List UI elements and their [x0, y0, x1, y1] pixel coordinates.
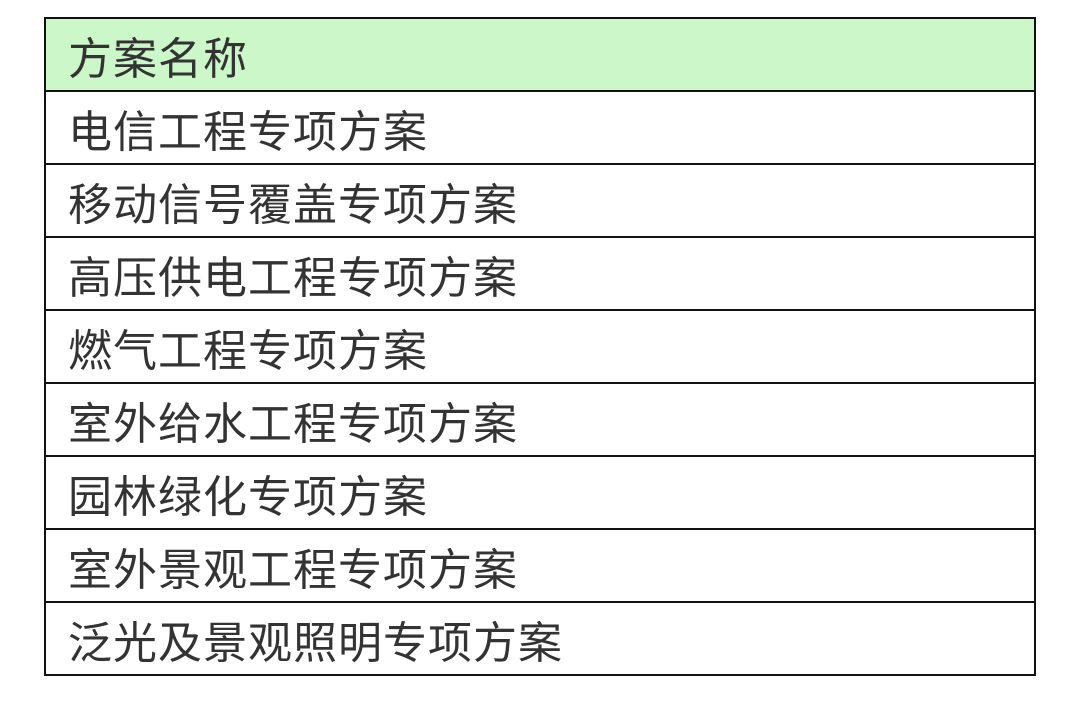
table-cell: 燃气工程专项方案	[44, 309, 1036, 384]
table-cell: 泛光及景观照明专项方案	[44, 601, 1036, 676]
table-cell: 高压供电工程专项方案	[44, 236, 1036, 311]
table-header-row: 方案名称	[44, 17, 1036, 92]
table-cell: 园林绿化专项方案	[44, 455, 1036, 530]
table-row: 园林绿化专项方案	[44, 455, 1036, 530]
column-header-scheme-name: 方案名称	[44, 17, 1036, 92]
table-row: 泛光及景观照明专项方案	[44, 601, 1036, 676]
table-row: 电信工程专项方案	[44, 90, 1036, 165]
table-cell: 室外给水工程专项方案	[44, 382, 1036, 457]
table-row: 燃气工程专项方案	[44, 309, 1036, 384]
table-cell: 移动信号覆盖专项方案	[44, 163, 1036, 238]
table-cell: 室外景观工程专项方案	[44, 528, 1036, 603]
table-row: 移动信号覆盖专项方案	[44, 163, 1036, 238]
scheme-table: 方案名称 电信工程专项方案 移动信号覆盖专项方案 高压供电工程专项方案 燃气工程…	[44, 17, 1036, 676]
table-row: 室外给水工程专项方案	[44, 382, 1036, 457]
table-cell: 电信工程专项方案	[44, 90, 1036, 165]
table-row: 室外景观工程专项方案	[44, 528, 1036, 603]
table-row: 高压供电工程专项方案	[44, 236, 1036, 311]
